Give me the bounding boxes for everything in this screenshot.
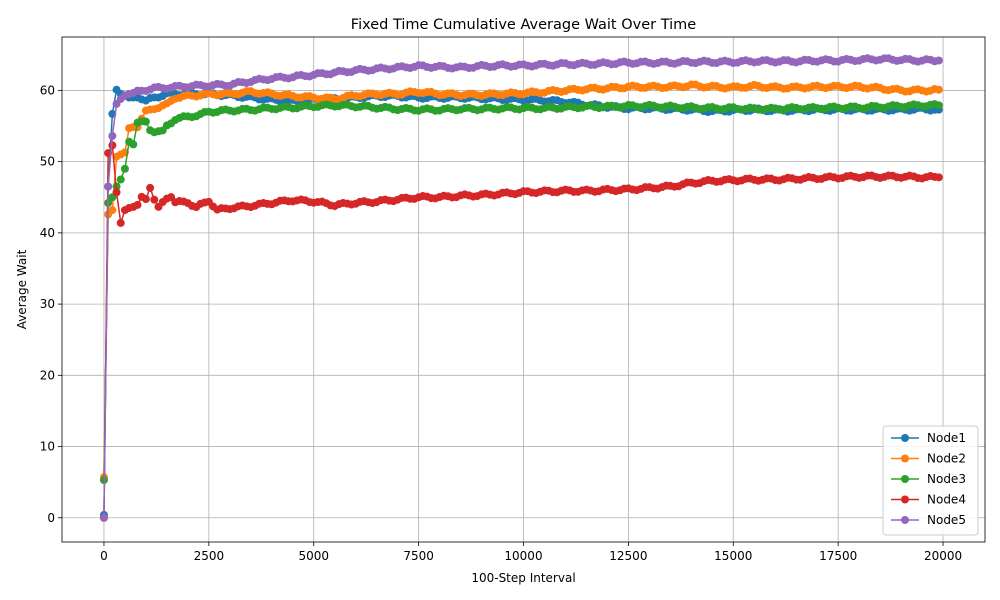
data-point — [120, 164, 129, 173]
y-tick-label: 40 — [40, 226, 55, 240]
legend-item-node2: Node2 — [891, 452, 966, 466]
x-tick-label: 10000 — [504, 549, 542, 563]
y-tick-label: 50 — [40, 155, 55, 169]
x-tick-label: 2500 — [194, 549, 225, 563]
legend-label: Node3 — [927, 472, 966, 486]
legend-marker — [901, 454, 909, 463]
y-tick-label: 60 — [40, 83, 55, 97]
data-point — [934, 173, 943, 182]
legend: Node1 Node2 Node3 Node4 Node5 — [882, 425, 979, 536]
legend-label: Node4 — [927, 493, 966, 507]
data-point — [108, 141, 117, 150]
data-point — [112, 188, 121, 197]
legend-item-node1: Node1 — [891, 431, 966, 445]
data-point — [99, 513, 108, 522]
legend-marker — [901, 434, 909, 442]
legend-marker — [901, 516, 909, 524]
grid-lines — [62, 37, 985, 542]
data-point — [108, 206, 117, 215]
series-node3 — [99, 100, 943, 485]
legend-item-node4: Node4 — [891, 493, 966, 507]
legend-item-node5: Node5 — [891, 513, 966, 527]
series-node4 — [99, 141, 943, 522]
series-node5 — [99, 54, 943, 522]
chart-title: Fixed Time Cumulative Average Wait Over … — [351, 17, 696, 33]
x-axis-title: 100-Step Interval — [471, 571, 575, 585]
legend-marker — [901, 475, 909, 483]
legend-label: Node5 — [927, 513, 966, 527]
y-tick-label: 10 — [40, 440, 55, 454]
series-group — [99, 54, 943, 522]
series-node2 — [99, 80, 943, 482]
x-tick-label: 7500 — [403, 549, 434, 563]
y-tick-label: 20 — [40, 368, 55, 382]
data-point — [141, 195, 150, 204]
y-axis-title: Average Wait — [15, 249, 29, 329]
data-point — [141, 117, 150, 126]
x-tick-label: 5000 — [298, 549, 329, 563]
legend-label: Node2 — [927, 452, 966, 466]
x-tick-label: 0 — [100, 549, 108, 563]
legend-box — [882, 425, 979, 536]
y-tick-label: 30 — [40, 297, 55, 311]
x-tick-label: 20000 — [924, 549, 962, 563]
legend-label: Node1 — [927, 431, 966, 445]
y-tick-label: 0 — [47, 511, 55, 525]
data-point — [116, 175, 125, 184]
data-point — [934, 101, 943, 110]
data-point — [108, 132, 117, 141]
legend-marker — [901, 495, 909, 504]
data-point — [934, 85, 943, 94]
data-point — [150, 195, 159, 204]
data-point — [116, 218, 125, 227]
x-tick-label: 17500 — [819, 549, 857, 563]
legend-item-node3: Node3 — [891, 472, 966, 486]
axis-ticks: 0 2500 5000 7500 10000 12500 15000 17500 20000 0 1… — [40, 83, 962, 563]
data-point — [104, 182, 113, 191]
x-tick-label: 15000 — [714, 549, 752, 563]
data-point — [934, 56, 943, 65]
x-tick-label: 12500 — [609, 549, 647, 563]
data-point — [129, 140, 138, 149]
data-point — [133, 200, 142, 209]
data-point — [146, 183, 155, 192]
